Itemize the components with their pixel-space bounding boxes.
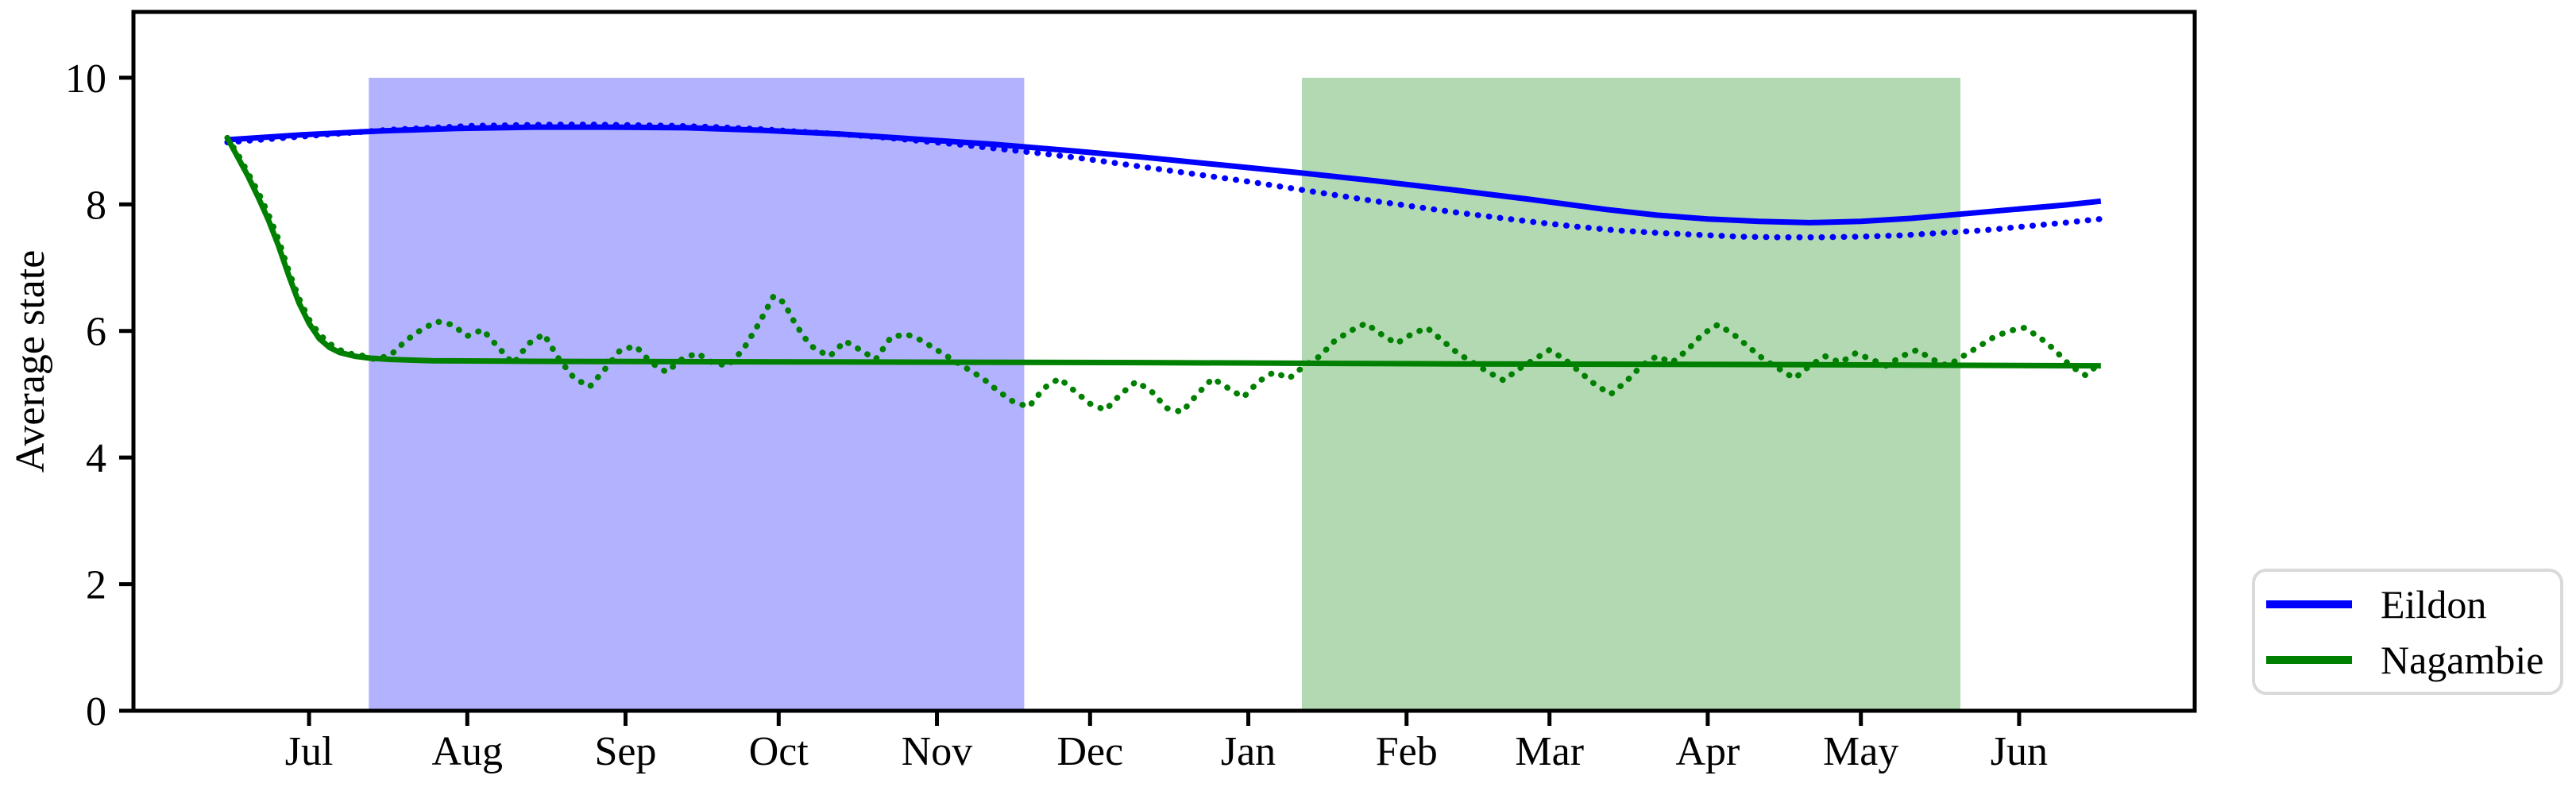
y-tick-label: 6 <box>86 310 106 355</box>
legend-entry-nagambie: Nagambie <box>2266 640 2560 680</box>
y-tick-label: 4 <box>86 436 106 481</box>
x-tick-label: Dec <box>1056 729 1123 774</box>
legend: Eildon Nagambie <box>2252 569 2563 695</box>
legend-label-eildon: Eildon <box>2381 581 2487 627</box>
eildon-line-swatch <box>2266 600 2352 608</box>
series-eildon-observed <box>224 122 2104 241</box>
x-tick-label: Sep <box>595 729 657 774</box>
x-tick-label: Mar <box>1515 729 1584 774</box>
x-tick-label: Oct <box>749 729 809 774</box>
x-tick-label: Jun <box>1991 729 2048 774</box>
y-tick-label: 0 <box>86 689 106 735</box>
x-tick-label: Jul <box>285 729 334 774</box>
plot-frame <box>131 10 2197 713</box>
legend-label-nagambie: Nagambie <box>2381 637 2544 682</box>
x-tick-label: Jan <box>1221 729 1276 774</box>
x-tick-label: Apr <box>1675 729 1740 774</box>
x-tick-label: Aug <box>432 729 504 774</box>
x-tick-label: Feb <box>1376 729 1438 774</box>
y-axis-label: Average state <box>8 250 53 473</box>
nagambie-line-swatch <box>2266 655 2352 664</box>
green-shaded-period <box>1302 77 1961 711</box>
x-tick-label: Nov <box>902 729 973 774</box>
series-nagambie-observed <box>224 134 2104 415</box>
x-tick-label: May <box>1823 729 1898 774</box>
blue-shaded-period <box>369 77 1025 711</box>
series-eildon-model <box>226 124 2102 226</box>
y-tick-label: 10 <box>65 56 106 102</box>
legend-entry-eildon: Eildon <box>2266 584 2560 624</box>
y-tick-label: 8 <box>86 183 106 228</box>
y-tick-label: 2 <box>86 563 106 608</box>
